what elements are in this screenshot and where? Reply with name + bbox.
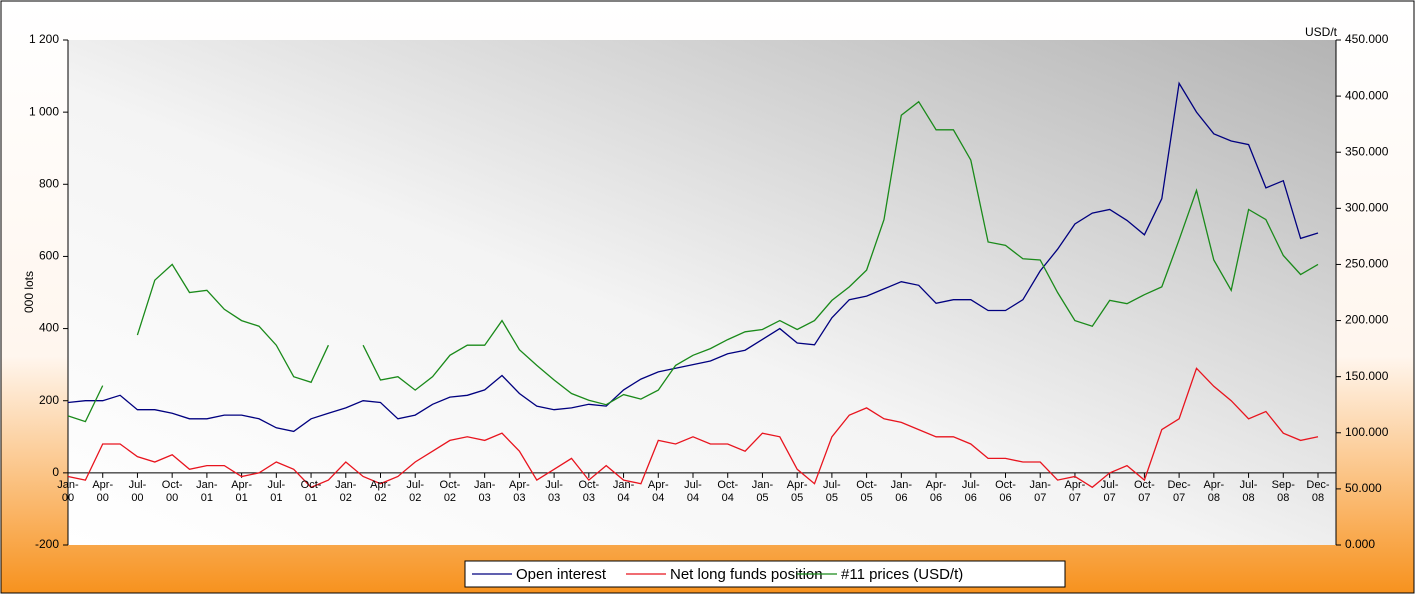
legend-box <box>464 560 1066 588</box>
x-tick-label: Apr-04 <box>647 478 669 504</box>
y-tick-label: 1 000 <box>29 104 59 118</box>
y2-tick-label: 100.000 <box>1345 425 1389 439</box>
x-tick-label: Jul-00 <box>128 478 147 504</box>
y2-tick-label: 150.000 <box>1345 369 1389 383</box>
y2-tick-label: 50.000 <box>1345 481 1382 495</box>
x-tick-label: Jul-03 <box>545 478 563 504</box>
x-tick-label: Apr-07 <box>1064 478 1086 504</box>
y-tick-label: 600 <box>39 249 59 263</box>
x-tick-label: Jan-01 <box>196 478 218 504</box>
x-tick-label: Dec-07 <box>1167 478 1191 504</box>
x-tick-label: Apr-06 <box>925 478 947 504</box>
y-tick-label: 400 <box>39 321 59 335</box>
x-tick-label: Jul-05 <box>823 478 841 504</box>
y-axis-title: 000 lots <box>22 271 36 313</box>
x-tick-label: Oct-01 <box>300 478 322 504</box>
x-tick-label: Apr-03 <box>508 478 530 504</box>
legend-label: Net long funds position <box>670 566 823 583</box>
x-tick-label: Oct-00 <box>161 478 183 504</box>
x-tick-label: Dec-08 <box>1306 478 1330 504</box>
plot-area <box>68 40 1336 545</box>
x-tick-label: Oct-07 <box>1133 478 1155 504</box>
y-tick-label: 1 200 <box>29 32 59 46</box>
x-tick-label: Jan-07 <box>1029 478 1051 504</box>
y2-tick-label: 200.000 <box>1345 313 1389 327</box>
x-tick-label: Oct-02 <box>439 478 461 504</box>
x-tick-label: Jan-00 <box>57 478 79 504</box>
x-tick-label: Jul-01 <box>267 478 286 504</box>
x-tick-label: Jan-03 <box>473 478 496 504</box>
x-tick-label: Jul-04 <box>684 478 702 504</box>
x-tick-label: Apr-08 <box>1203 478 1225 504</box>
x-tick-label: Oct-03 <box>578 478 600 504</box>
y2-tick-label: 400.000 <box>1345 88 1389 102</box>
y-tick-label: 800 <box>39 176 59 190</box>
legend-label: Open interest <box>516 566 607 583</box>
x-tick-label: Jan-02 <box>335 478 357 504</box>
legend-label: #11 prices (USD/t) <box>841 566 963 583</box>
x-tick-label: Oct-06 <box>995 478 1016 504</box>
x-tick-label: Apr-02 <box>370 478 391 504</box>
y2-tick-label: 0.000 <box>1345 537 1375 551</box>
series-line <box>67 100 1319 423</box>
x-tick-label: Jan-06 <box>890 478 913 504</box>
x-tick-label: Apr-01 <box>231 478 252 504</box>
x-tick-label: Jul-08 <box>1239 478 1258 504</box>
x-tick-label: Apr-00 <box>92 478 114 504</box>
x-tick-label: Jul-02 <box>406 478 425 504</box>
x-tick-label: Apr-05 <box>786 478 808 504</box>
y2-tick-label: 450.000 <box>1345 32 1389 46</box>
x-tick-label: Oct-04 <box>717 478 739 504</box>
x-tick-label: Oct-05 <box>856 478 877 504</box>
y2-tick-label: 300.000 <box>1345 201 1389 215</box>
y2-tick-label: 250.000 <box>1345 257 1389 271</box>
x-tick-label: Jan-04 <box>612 478 635 504</box>
y-tick-label: 0 <box>52 465 59 479</box>
y-tick-label: -200 <box>35 537 59 551</box>
y2-axis-title: USD/t <box>1305 25 1338 39</box>
x-tick-label: Sep-08 <box>1271 478 1295 504</box>
y2-tick-label: 350.000 <box>1345 144 1389 158</box>
x-tick-label: Jul-07 <box>1100 478 1119 504</box>
x-tick-label: Jan-05 <box>751 478 774 504</box>
series-line <box>67 81 1319 433</box>
x-tick-label: Jul-06 <box>961 478 980 504</box>
y-tick-label: 200 <box>39 393 59 407</box>
series-line <box>67 367 1319 489</box>
